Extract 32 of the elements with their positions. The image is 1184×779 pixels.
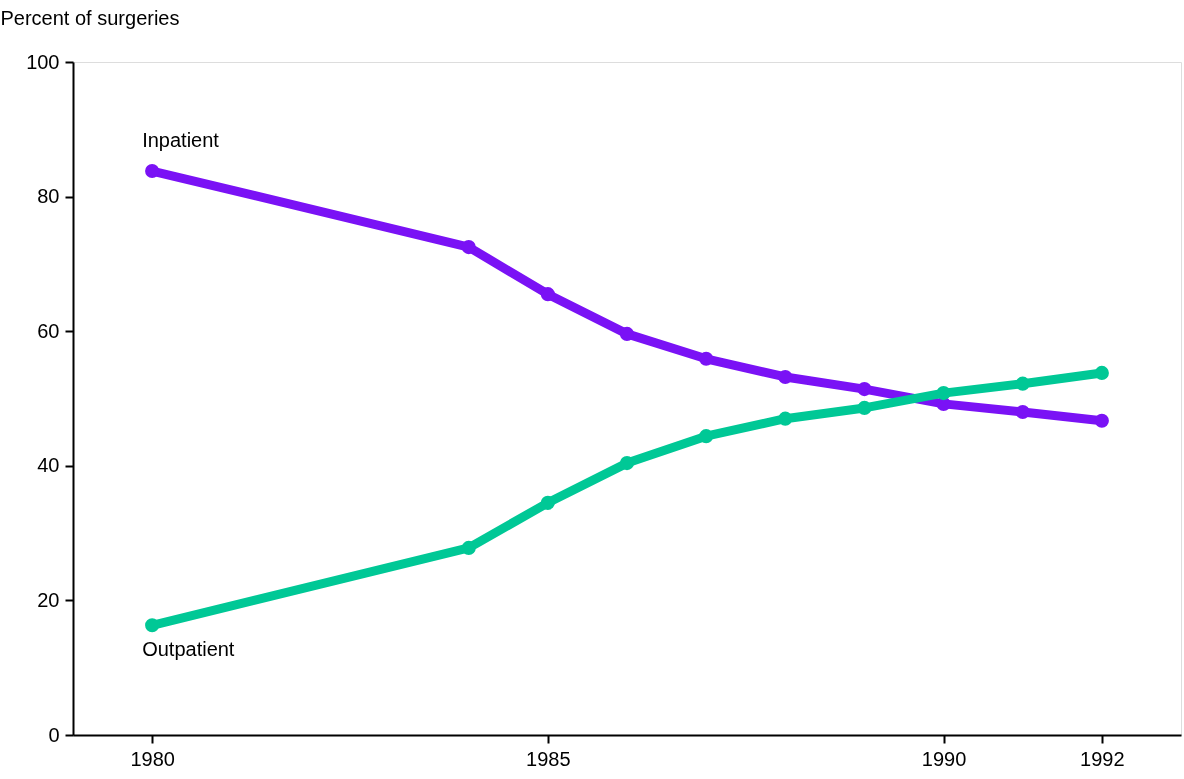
point <box>461 240 476 255</box>
y-tick-label: 80 <box>37 185 60 208</box>
point <box>699 351 714 366</box>
y-tick-label: 20 <box>37 588 60 611</box>
point <box>540 495 555 510</box>
point <box>1015 404 1030 420</box>
point <box>540 287 555 302</box>
point <box>699 429 714 444</box>
x-tick-label: 1985 <box>526 747 571 770</box>
point <box>1094 413 1109 428</box>
point <box>1094 365 1109 380</box>
y-tick-label: 60 <box>37 319 60 342</box>
series-label: Outpatient <box>142 638 235 661</box>
point <box>778 411 793 426</box>
point <box>1015 376 1030 391</box>
x-tick-label: 1992 <box>1080 747 1125 770</box>
x-tick-label: 1990 <box>921 747 967 770</box>
x-tick-label: 1980 <box>130 747 175 770</box>
point <box>145 163 160 179</box>
y-axis-title: Percent of surgeries <box>0 6 180 29</box>
point <box>145 618 160 633</box>
point <box>857 400 872 415</box>
point <box>619 326 635 341</box>
point <box>857 382 872 397</box>
y-tick-label: 40 <box>37 454 60 477</box>
y-tick-label: 0 <box>48 723 60 746</box>
y-tick-label: 100 <box>26 50 60 73</box>
series-label: Inpatient <box>142 129 220 152</box>
point <box>936 386 951 401</box>
point <box>619 456 635 471</box>
point <box>461 540 476 555</box>
point <box>778 369 793 385</box>
